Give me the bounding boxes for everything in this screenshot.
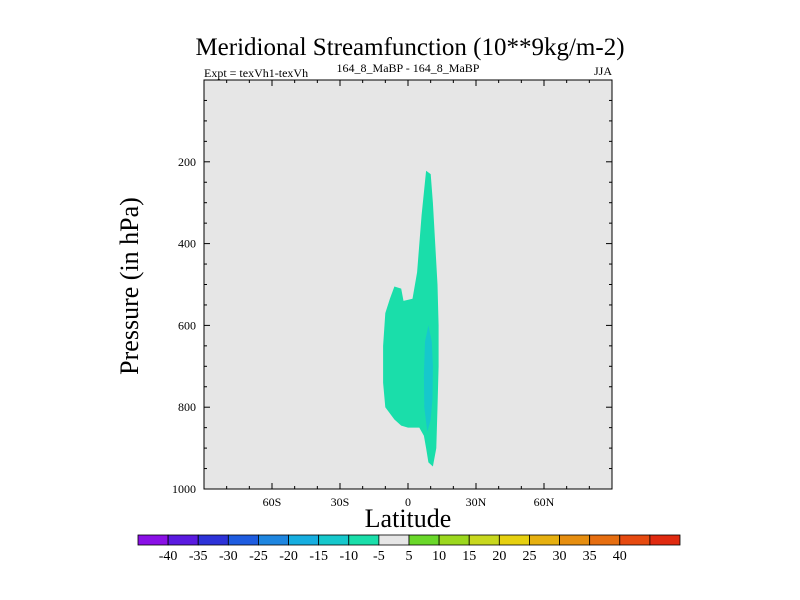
colorbar-swatch bbox=[137, 534, 169, 546]
y-tick-label: 400 bbox=[178, 237, 196, 251]
colorbar-label: -35 bbox=[189, 549, 208, 564]
colorbar-label: -15 bbox=[309, 549, 328, 564]
y-tick-labels: 200 400 600 800 1000 bbox=[172, 155, 196, 496]
subtitle-center: 164_8_MaBP - 164_8_MaBP bbox=[337, 61, 480, 75]
colorbar-swatch bbox=[227, 534, 259, 546]
contour-regions bbox=[383, 170, 439, 467]
colorbar-label: -25 bbox=[249, 549, 268, 564]
axis-ticks bbox=[203, 79, 613, 490]
y-axis-label: Pressure (in hPa) bbox=[115, 197, 144, 375]
y-tick-label: 800 bbox=[178, 400, 196, 414]
colorbar-swatch bbox=[649, 534, 681, 546]
colorbar-label: 15 bbox=[462, 549, 476, 564]
colorbar-label: 35 bbox=[583, 549, 597, 564]
colorbar-swatch bbox=[378, 534, 410, 546]
colorbar-swatch bbox=[468, 534, 500, 546]
colorbar-label: 25 bbox=[522, 549, 536, 564]
x-tick-label: 30N bbox=[466, 495, 487, 509]
y-tick-label: 600 bbox=[178, 318, 196, 332]
colorbar-swatch bbox=[498, 534, 530, 546]
x-tick-label: 60S bbox=[263, 495, 282, 509]
colorbar-swatch bbox=[408, 534, 440, 546]
colorbar-swatch bbox=[167, 534, 199, 546]
colorbar-swatch bbox=[438, 534, 470, 546]
colorbar-label: -30 bbox=[219, 549, 238, 564]
x-tick-label: 30S bbox=[331, 495, 350, 509]
chart-title: Meridional Streamfunction (10**9kg/m-2) bbox=[195, 34, 624, 61]
subtitle-left: Expt = texVh1-texVh bbox=[204, 66, 308, 80]
colorbar-labels: -40 -35 -30 -25 -20 -15 -10 -5 5 10 15 20 25 30 35 40 bbox=[159, 549, 627, 564]
subtitle-right: JJA bbox=[594, 64, 612, 78]
colorbar-swatch bbox=[619, 534, 651, 546]
colorbar-label: -10 bbox=[339, 549, 358, 564]
y-tick-label: 200 bbox=[178, 155, 196, 169]
x-tick-labels: 60S 30S 0 30N 60N bbox=[263, 495, 555, 509]
colorbar-label: 5 bbox=[406, 549, 413, 564]
colorbar-label: 20 bbox=[492, 549, 506, 564]
y-tick-label: 1000 bbox=[172, 482, 196, 496]
colorbar-swatch bbox=[197, 534, 229, 546]
colorbar-swatch bbox=[589, 534, 621, 546]
colorbar-swatch bbox=[348, 534, 380, 546]
colorbar-label: -20 bbox=[279, 549, 298, 564]
colorbar-swatch bbox=[288, 534, 320, 546]
x-tick-label: 60N bbox=[534, 495, 555, 509]
colorbar-swatch bbox=[318, 534, 350, 546]
x-axis-label: Latitude bbox=[365, 504, 452, 533]
colorbar-swatch bbox=[258, 534, 289, 546]
x-tick-label: 0 bbox=[405, 495, 411, 509]
contour-region-2 bbox=[423, 325, 433, 432]
colorbar-label: 30 bbox=[553, 549, 567, 564]
colorbar bbox=[137, 534, 681, 546]
colorbar-label: 40 bbox=[613, 549, 627, 564]
colorbar-label: 10 bbox=[432, 549, 446, 564]
colorbar-swatch bbox=[559, 534, 591, 546]
colorbar-label: -5 bbox=[373, 549, 385, 564]
plot-area bbox=[204, 80, 612, 489]
colorbar-label: -40 bbox=[159, 549, 178, 564]
colorbar-swatch bbox=[529, 534, 560, 546]
